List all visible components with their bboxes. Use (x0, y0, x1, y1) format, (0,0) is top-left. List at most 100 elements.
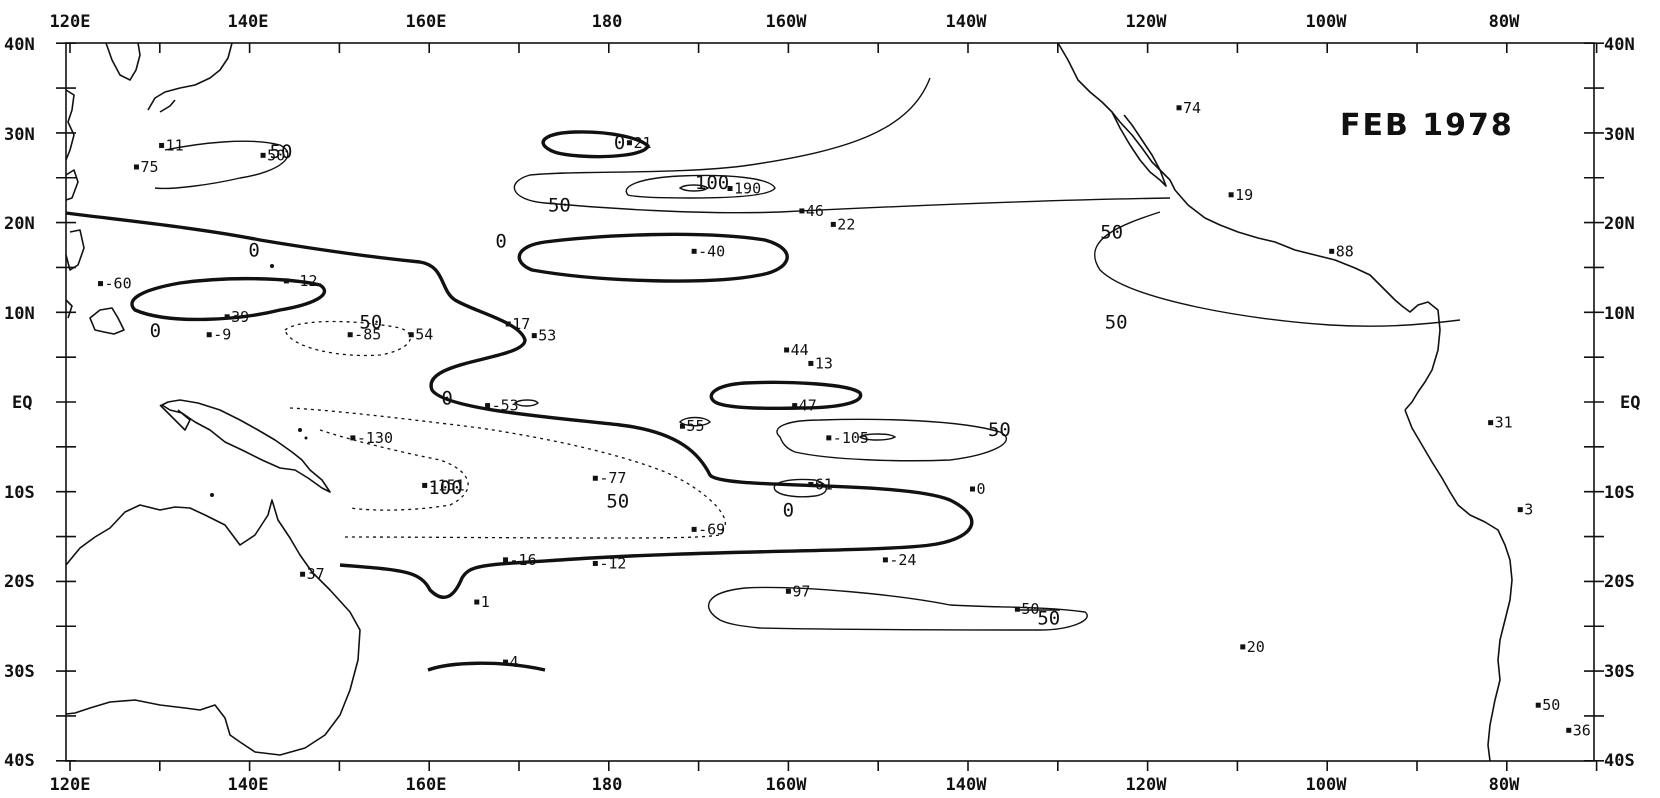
station-marker (485, 403, 491, 409)
station-marker (1488, 420, 1494, 426)
top-lon-label-4: 160W (766, 12, 808, 32)
station-marker (159, 142, 165, 148)
top-lon-label-8: 80W (1489, 12, 1520, 32)
left-lat-label-2: 20N (4, 214, 35, 234)
station-marker (422, 482, 428, 488)
top-lon-label-0: 120E (50, 12, 91, 32)
contour-55-inner (679, 416, 711, 427)
coast-new-guinea (161, 399, 331, 493)
station-value: 44 (791, 341, 809, 359)
station-marker (830, 221, 836, 227)
station-value: 54 (415, 326, 433, 344)
station-marker (1566, 727, 1572, 733)
contour-label: 0 (441, 388, 452, 410)
coast-north-america (1057, 42, 1441, 411)
right-lat-label-6: 20S (1604, 572, 1635, 592)
coastlines (65, 42, 1513, 762)
station-value: -12 (290, 272, 317, 290)
station-value: -130 (357, 429, 393, 447)
station-value: 47 (799, 397, 817, 415)
contour-50-eq-east (776, 418, 1008, 462)
station-marker (882, 557, 888, 563)
bottom-lon-label-2: 160E (406, 775, 447, 795)
station-value: 36 (1573, 721, 1591, 739)
contour-50-south (708, 586, 1088, 631)
coast-mindanao (89, 307, 125, 335)
station-value: -105 (833, 429, 869, 447)
station-value: -69 (698, 520, 725, 538)
contour-label: 50 (1037, 607, 1060, 629)
right-lat-label-0: 40N (1604, 35, 1635, 55)
station-marker (808, 360, 814, 366)
station-marker (784, 347, 790, 353)
station-value: -40 (698, 242, 725, 260)
contour-label: 100 (695, 172, 729, 194)
station-marker (224, 314, 230, 320)
station-marker (133, 164, 139, 170)
bottom-lon-label-7: 100W (1306, 775, 1348, 795)
contour-label: 50 (988, 419, 1011, 441)
right-lat-label-4: EQ (1620, 393, 1640, 413)
coast-borneo (65, 299, 73, 319)
station-marker (592, 560, 598, 566)
station-value: 88 (1336, 242, 1354, 260)
station-value: 74 (1183, 99, 1201, 117)
station-value: -151 (429, 476, 465, 494)
station-values: 11 75 50 -60 -12 39-9 -85 54 17 53 -53 -130 -151 -77 -… (98, 99, 1591, 739)
right-lat-label-8: 40S (1604, 751, 1635, 771)
station-value: -24 (889, 551, 916, 569)
bottom-lon-label-4: 160W (766, 775, 808, 795)
station-marker (260, 152, 266, 158)
station-marker (283, 278, 289, 284)
station-value: 39 (231, 308, 249, 326)
contour-neg-coral (289, 407, 726, 533)
station-marker (799, 208, 805, 214)
station-value: 50 (1542, 696, 1560, 714)
contour-zero-south (427, 661, 546, 672)
contour-label: 0 (495, 231, 506, 253)
coast-philippines (65, 229, 85, 271)
right-lat-label-3: 10N (1604, 304, 1635, 324)
station-marker (408, 332, 414, 338)
station-value: 0 (976, 480, 985, 498)
contour-neg-coral2 (319, 429, 469, 511)
station-value: 22 (837, 215, 855, 233)
right-lat-label-7: 30S (1604, 662, 1635, 682)
station-marker (969, 486, 975, 492)
station-value: 3 (1524, 501, 1533, 519)
contour-label: 50 (606, 491, 629, 513)
top-lon-label-3: 180 (592, 12, 623, 32)
station-marker (1240, 644, 1246, 650)
contour-label: 0 (783, 500, 794, 522)
coast-korea (105, 42, 141, 81)
station-marker (785, 588, 791, 594)
contour-100-inner (678, 184, 710, 192)
contour-neg-philippine (284, 320, 412, 357)
bottom-lon-label-8: 80W (1489, 775, 1520, 795)
contours (65, 77, 1461, 672)
contour-50-north (513, 77, 1171, 214)
left-lat-label-5: 10S (4, 483, 35, 503)
station-value: 61 (815, 476, 833, 494)
station-marker (1329, 248, 1335, 254)
top-lon-label-6: 120W (1126, 12, 1168, 32)
top-lon-label-1: 140E (228, 12, 269, 32)
coast-baja (1111, 111, 1167, 187)
station-value: 31 (1495, 414, 1513, 432)
left-lat-label-6: 20S (4, 572, 35, 592)
bottom-lon-label-0: 120E (50, 775, 91, 795)
station-marker (505, 321, 511, 327)
station-value: -9 (213, 326, 231, 344)
station-marker (503, 557, 509, 563)
station-value: 55 (686, 417, 704, 435)
left-lat-label-8: 40S (4, 751, 35, 771)
station-marker (727, 186, 733, 192)
coast-japan (147, 42, 233, 113)
contour-label: 50 (1100, 222, 1123, 244)
station-value: 75 (140, 158, 158, 176)
station-marker (1176, 105, 1182, 111)
station-value: 46 (806, 202, 824, 220)
station-value: -60 (105, 275, 132, 293)
station-value: 11 (166, 136, 184, 154)
